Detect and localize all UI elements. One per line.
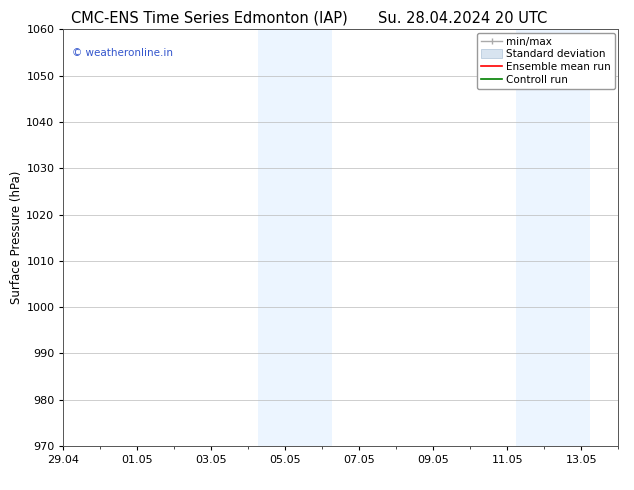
Text: Su. 28.04.2024 20 UTC: Su. 28.04.2024 20 UTC — [378, 11, 547, 26]
Legend: min/max, Standard deviation, Ensemble mean run, Controll run: min/max, Standard deviation, Ensemble me… — [477, 32, 615, 89]
Text: CMC-ENS Time Series Edmonton (IAP): CMC-ENS Time Series Edmonton (IAP) — [71, 11, 347, 26]
Text: © weatheronline.in: © weatheronline.in — [72, 48, 172, 58]
Y-axis label: Surface Pressure (hPa): Surface Pressure (hPa) — [11, 171, 23, 304]
Bar — [257, 29, 332, 446]
Bar — [517, 29, 590, 446]
